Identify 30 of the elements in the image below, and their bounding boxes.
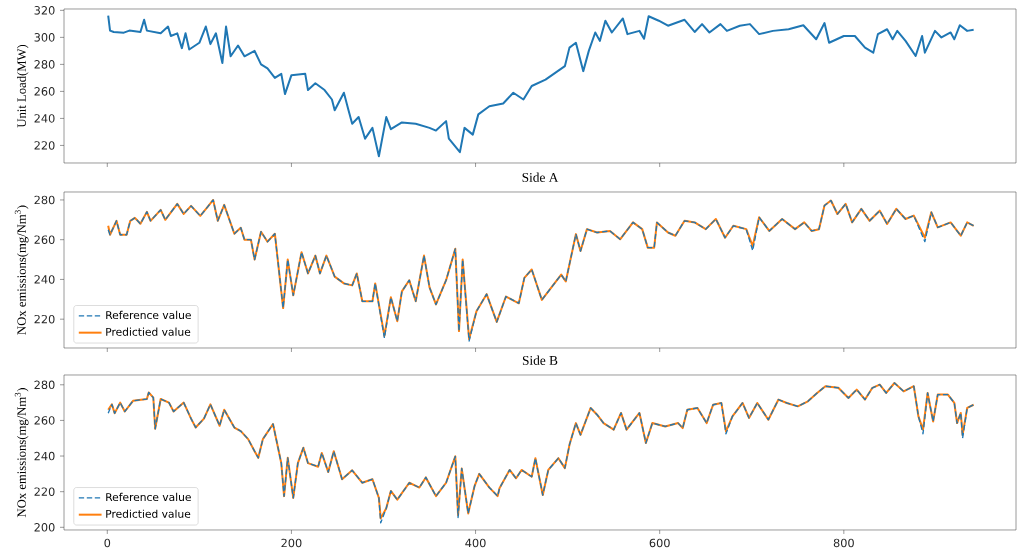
y-axis-title: Unit Load(MW) — [17, 44, 29, 128]
y-tick-label: 300 — [34, 33, 55, 42]
x-tick-label: 0 — [104, 538, 111, 548]
x-tick-label: 200 — [281, 538, 302, 548]
y-tick-label: 260 — [34, 416, 55, 425]
legend-label: Predictied value — [106, 327, 191, 336]
y-tick-label: 220 — [34, 141, 55, 150]
chart-title: Side B — [522, 355, 558, 365]
line-series — [107, 14, 975, 158]
y-tick-label: 240 — [34, 451, 55, 461]
y-tick-label: 220 — [34, 487, 55, 496]
x-tick-label: 600 — [649, 538, 670, 548]
y-tick-label: 240 — [34, 275, 55, 284]
y-tick-label: 280 — [34, 380, 55, 390]
chart-title: Side A — [522, 172, 559, 182]
y-axis-title: NOx emissions(mg/Nm$^{3}$) — [14, 205, 29, 335]
y-tick-label: 280 — [34, 60, 55, 69]
x-tick-label: 400 — [465, 538, 486, 548]
y-tick-label: 220 — [34, 314, 55, 324]
legend-label: Predictied value — [106, 509, 191, 518]
y-tick-label: 320 — [34, 6, 55, 15]
y-axis-title: NOx emissions(mg/Nm$^{3}$) — [14, 388, 29, 518]
y-tick-label: 200 — [34, 523, 55, 532]
y-tick-label: 280 — [34, 195, 55, 205]
y-tick-label: 260 — [34, 235, 55, 244]
y-tick-label: 240 — [34, 114, 55, 123]
legend-label: Reference value — [106, 492, 191, 502]
x-tick-label: 800 — [833, 538, 854, 548]
y-tick-label: 260 — [34, 87, 55, 96]
legend-label: Reference value — [106, 310, 191, 320]
